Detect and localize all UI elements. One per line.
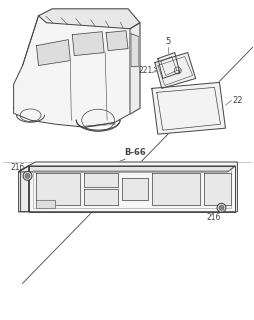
- Text: 221: 221: [139, 66, 153, 75]
- Circle shape: [25, 173, 30, 178]
- Polygon shape: [130, 23, 140, 114]
- Polygon shape: [84, 173, 118, 187]
- Text: 5: 5: [165, 36, 170, 46]
- Polygon shape: [84, 189, 118, 205]
- Polygon shape: [37, 40, 70, 66]
- Circle shape: [217, 203, 226, 212]
- Polygon shape: [72, 32, 104, 56]
- Polygon shape: [152, 83, 226, 134]
- Text: B-66: B-66: [124, 148, 146, 157]
- Polygon shape: [14, 9, 140, 127]
- Polygon shape: [28, 166, 235, 212]
- Polygon shape: [39, 9, 140, 29]
- Polygon shape: [122, 178, 148, 200]
- Text: 22: 22: [232, 96, 243, 105]
- Polygon shape: [106, 31, 128, 51]
- Polygon shape: [155, 52, 196, 88]
- Text: 216: 216: [207, 213, 221, 222]
- Polygon shape: [152, 173, 200, 205]
- Polygon shape: [19, 166, 235, 172]
- Polygon shape: [36, 200, 55, 208]
- Polygon shape: [203, 173, 231, 205]
- Polygon shape: [21, 162, 237, 212]
- Polygon shape: [19, 166, 28, 212]
- Circle shape: [219, 205, 224, 210]
- Polygon shape: [36, 173, 80, 205]
- Text: FRONT: FRONT: [65, 195, 94, 204]
- Polygon shape: [158, 52, 180, 78]
- Polygon shape: [131, 34, 139, 67]
- Text: 216: 216: [11, 164, 25, 172]
- Circle shape: [23, 172, 32, 180]
